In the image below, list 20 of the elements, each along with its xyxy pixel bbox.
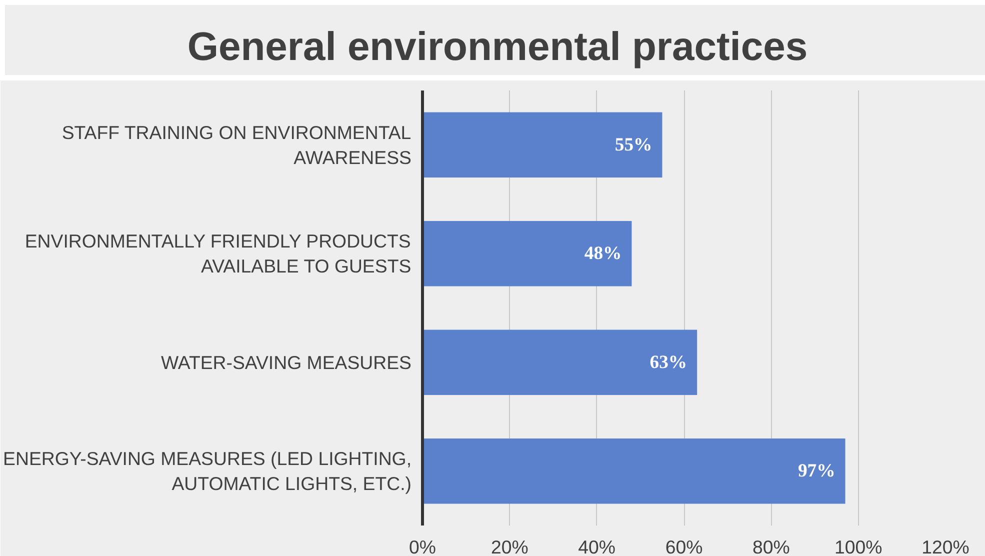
y-tick-label: ENERGY-SAVING MEASURES (LED LIGHTING, AUTOMATIC LIGHTS, ETC.) (3, 448, 412, 494)
x-tick-label: 80% (752, 536, 790, 556)
data-label: 97% (798, 460, 836, 482)
x-tick-label: 100% (834, 536, 882, 556)
bar (422, 221, 632, 286)
data-label: 48% (584, 243, 622, 264)
data-label: 55% (614, 134, 652, 156)
x-tick-label: 0% (409, 536, 436, 556)
x-tick-label: 20% (490, 536, 528, 556)
bar (422, 330, 698, 395)
chart-title: General environmental practices (187, 24, 808, 71)
y-tick-label: WATER-SAVING MEASURES (161, 352, 412, 373)
y-tick-label: STAFF TRAINING ON ENVIRONMENTAL AWARENESS (62, 122, 412, 168)
x-tick-label: 40% (578, 536, 616, 556)
x-tick-label: 60% (665, 536, 703, 556)
x-tick-label: 120% (922, 536, 970, 556)
bar (422, 438, 846, 504)
data-label: 63% (650, 352, 688, 373)
y-tick-label: ENVIRONMENTALLY FRIENDLY PRODUCTS AVAILABLE TO GUESTS (24, 230, 412, 277)
bar (422, 112, 662, 178)
